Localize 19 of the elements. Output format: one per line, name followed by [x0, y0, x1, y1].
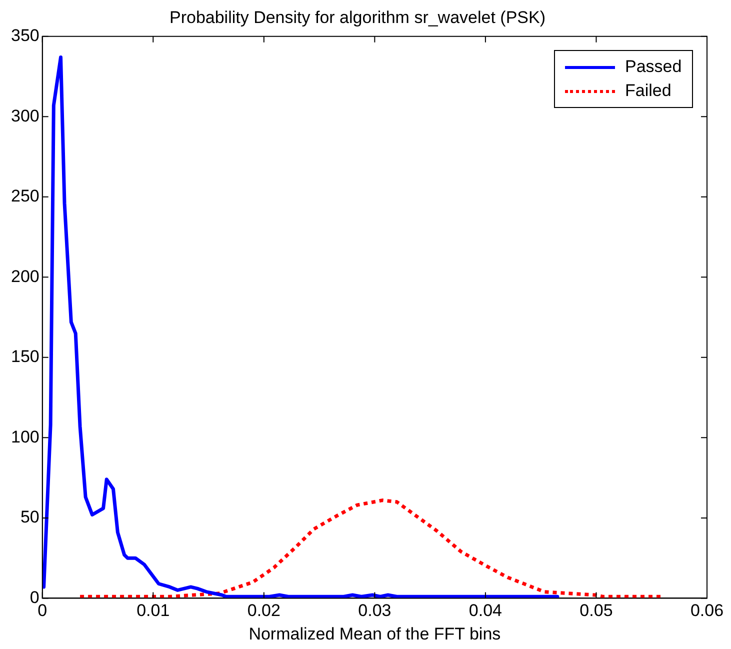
- x-tick-label: 0.02: [247, 601, 280, 620]
- x-tick-label: 0.06: [690, 601, 724, 620]
- y-tick-label: 350: [10, 26, 40, 46]
- x-tick-label: 0.04: [468, 601, 502, 620]
- x-tick-label: 0.01: [136, 601, 170, 620]
- line-series: [78, 498, 664, 598]
- y-tick-label: 50: [20, 508, 40, 527]
- y-tick-label: 200: [10, 266, 40, 286]
- x-tick-label: 0.05: [580, 601, 613, 620]
- x-tick-label: 0.03: [358, 601, 392, 620]
- legend-label: Failed: [625, 81, 672, 102]
- y-tick-label: 0: [30, 588, 40, 607]
- y-tick-label: 250: [10, 186, 40, 206]
- y-tick-label: 300: [10, 106, 40, 126]
- y-tick-label: 100: [10, 427, 40, 446]
- legend-label: Passed: [625, 57, 682, 78]
- chart-title: Probability Density for algorithm sr_wavelet (PSK): [169, 8, 546, 27]
- x-axis-title: Normalized Mean of the FFT bins: [248, 624, 501, 644]
- y-tick-label: 150: [10, 347, 40, 366]
